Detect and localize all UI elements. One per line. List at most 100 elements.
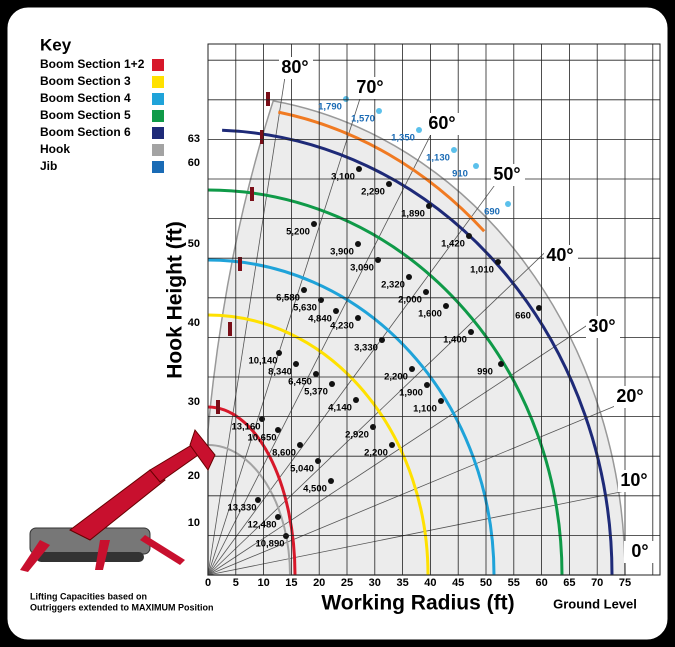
capacity-label: 5,200: [286, 227, 310, 238]
key-swatch: [152, 93, 164, 105]
section-arc: [207, 313, 430, 576]
capacity-label: 4,840: [308, 314, 332, 325]
capacity-point: [275, 514, 281, 520]
capacity-point: [315, 458, 321, 464]
capacity-label: 5,630: [293, 303, 317, 314]
capacity-point: [438, 398, 444, 404]
note-line: Outriggers extended to MAXIMUM Position: [30, 602, 214, 612]
capacity-label: 910: [452, 169, 468, 180]
boom-mark: [238, 257, 242, 271]
y-tick-label: 10: [188, 517, 200, 529]
capacity-label: 1,900: [399, 388, 423, 399]
angle-label-bg: [544, 245, 578, 267]
angle-label: 70°: [356, 77, 383, 97]
capacity-label: 3,900: [330, 247, 354, 258]
capacity-label: 8,340: [268, 367, 292, 378]
capacity-label: 990: [477, 367, 493, 378]
capacity-point: [386, 181, 392, 187]
capacity-point: [283, 533, 289, 539]
section-arc: [207, 258, 496, 576]
x-tick-label: 70: [591, 577, 603, 589]
grid-frame: [207, 43, 661, 576]
boom-mark: [250, 187, 254, 201]
capacity-point: [468, 329, 474, 335]
y-tick-label: 40: [188, 317, 200, 329]
section-arc: [222, 128, 614, 576]
capacity-point: [275, 427, 281, 433]
capacity-point: [505, 201, 511, 207]
capacity-point: [498, 361, 504, 367]
capacity-label: 4,500: [303, 484, 327, 495]
capacity-point: [426, 203, 432, 209]
capacity-label: 1,350: [391, 133, 415, 144]
capacity-point: [424, 382, 430, 388]
boom-mark: [216, 400, 220, 414]
capacity-point: [466, 233, 472, 239]
x-tick-label: 40: [424, 577, 436, 589]
angle-label: 80°: [281, 57, 308, 77]
capacity-point: [276, 350, 282, 356]
angle-label-bg: [426, 113, 460, 135]
capacity-label: 13,330: [227, 503, 256, 514]
x-tick-label: 55: [508, 577, 520, 589]
capacity-label: 1,790: [318, 102, 342, 113]
capacity-label: 8,600: [272, 448, 296, 459]
angle-label-bg: [279, 57, 313, 79]
key-swatch: [152, 110, 164, 122]
capacity-point: [293, 361, 299, 367]
capacity-point: [353, 397, 359, 403]
capacity-point: [406, 274, 412, 280]
angle-label: 0°: [631, 541, 648, 561]
key-swatch: [152, 59, 164, 71]
angle-line: [207, 95, 362, 576]
capacity-point: [443, 303, 449, 309]
capacity-label: 1,010: [470, 265, 494, 276]
x-tick-label: 5: [233, 577, 239, 589]
boom-mark: [260, 130, 264, 144]
x-tick-label: 75: [619, 577, 631, 589]
capacity-label: 10,890: [255, 539, 284, 550]
angle-label-bg: [491, 164, 525, 186]
capacity-label: 4,230: [330, 321, 354, 332]
key-swatch: [152, 161, 164, 173]
y-axis-label: Hook Height (ft): [164, 221, 187, 378]
capacity-label: 2,200: [364, 448, 388, 459]
x-tick-label: 15: [285, 577, 297, 589]
ground-label: Ground Level: [553, 596, 637, 611]
capacity-label: 1,400: [443, 335, 467, 346]
capacity-label: 1,600: [418, 309, 442, 320]
capacity-point: [376, 108, 382, 114]
boom-mark: [266, 92, 270, 106]
capacity-point: [423, 289, 429, 295]
capacity-label: 13,160: [231, 422, 260, 433]
key-label: Boom Section 3: [40, 74, 131, 88]
key-label: Boom Section 6: [40, 125, 131, 139]
capacity-point: [301, 287, 307, 293]
y-tick-label: 30: [188, 396, 200, 408]
capacity-point: [451, 147, 457, 153]
capacity-point: [356, 166, 362, 172]
capacity-point: [297, 442, 303, 448]
capacity-label: 3,090: [350, 263, 374, 274]
capacity-label: 2,290: [361, 187, 385, 198]
x-tick-label: 25: [341, 577, 353, 589]
capacity-label: 5,040: [290, 464, 314, 475]
capacity-label: 3,100: [331, 172, 355, 183]
angle-label-bg: [624, 541, 658, 563]
angle-line: [207, 319, 596, 576]
key-swatch: [152, 76, 164, 88]
capacity-label: 4,140: [328, 403, 352, 414]
x-tick-label: 65: [563, 577, 575, 589]
angle-label: 40°: [546, 245, 573, 265]
capacity-label: 2,000: [398, 295, 422, 306]
angle-label-bg: [354, 77, 388, 99]
angle-line: [207, 486, 649, 576]
angle-label: 10°: [620, 470, 647, 490]
capacity-label: 2,920: [345, 430, 369, 441]
angle-label: 50°: [493, 164, 520, 184]
y-tick-label: 50: [188, 238, 200, 250]
capacity-label: 2,200: [384, 372, 408, 383]
capacity-label: 5,370: [304, 387, 328, 398]
section-arc: [278, 110, 486, 233]
